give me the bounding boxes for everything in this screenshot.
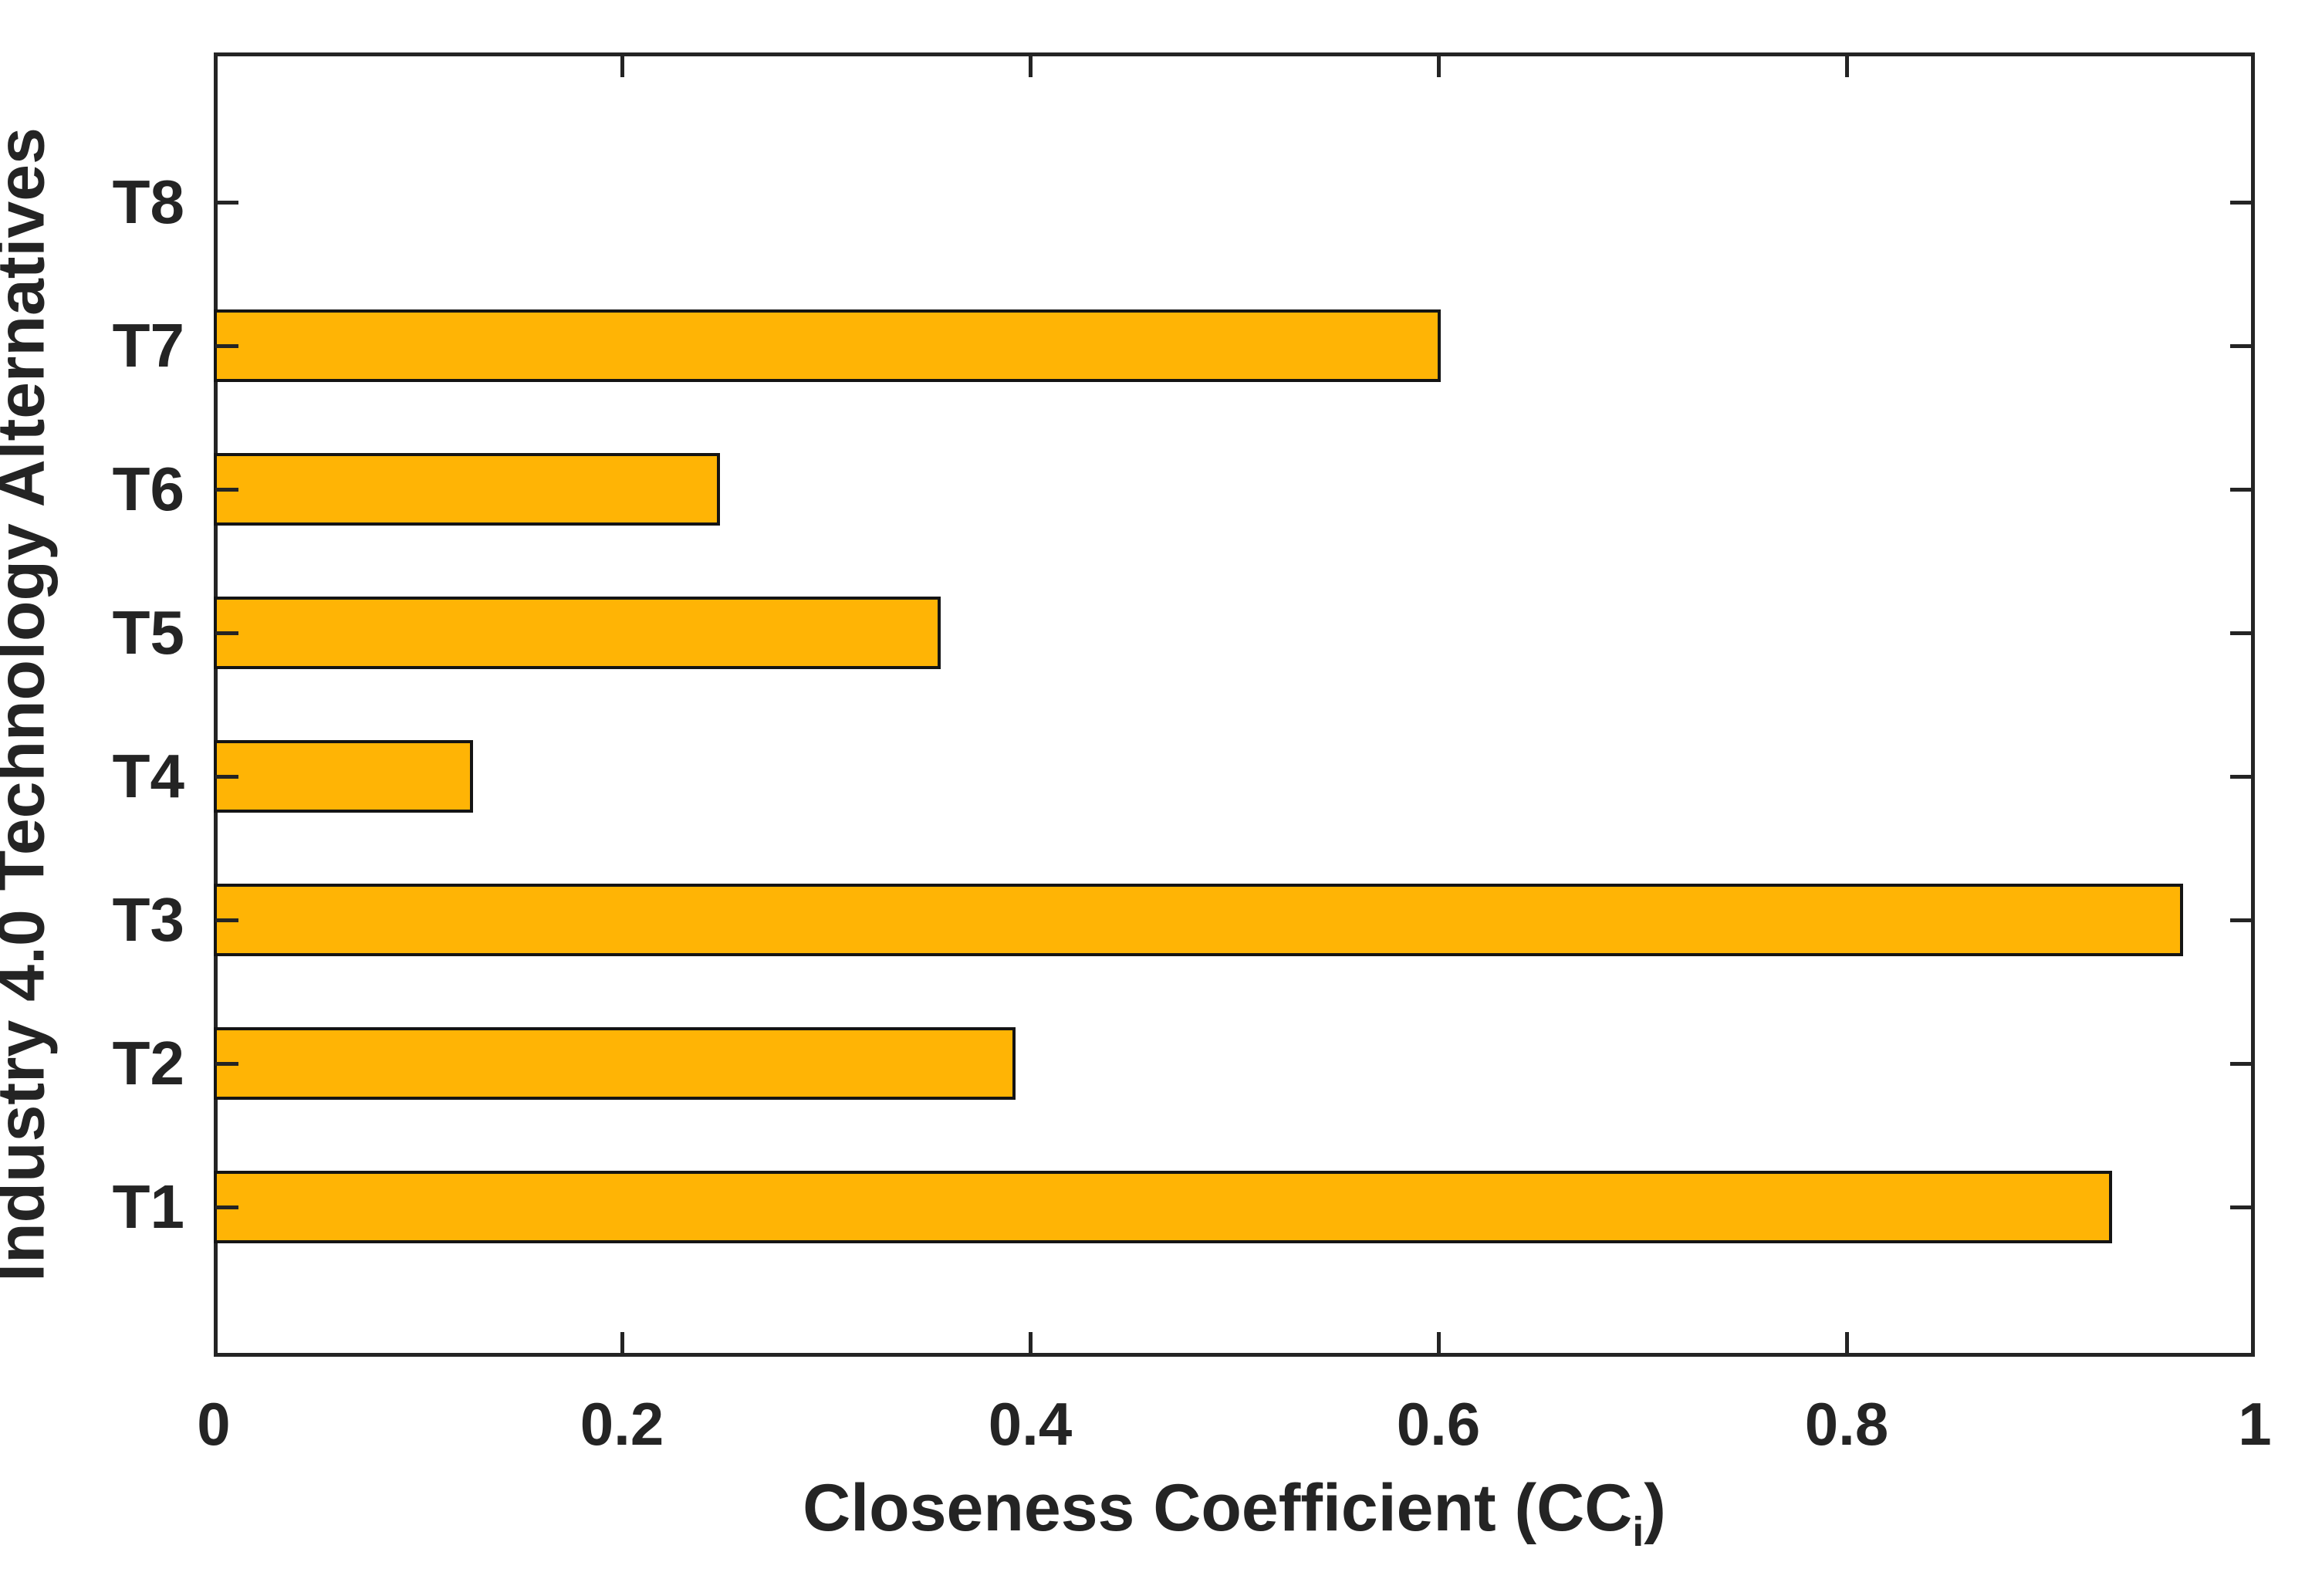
y-tick-mark-right-T3 — [2230, 918, 2253, 922]
y-tick-mark-right-T7 — [2230, 343, 2253, 348]
y-tick-mark-left-T2 — [215, 1061, 238, 1066]
y-tick-label-T1: T1 — [112, 1172, 184, 1241]
x-tick-mark-bottom-0.6 — [1436, 1332, 1441, 1355]
y-tick-label-T2: T2 — [112, 1029, 184, 1097]
bar-T7 — [214, 309, 1441, 382]
x-axis-title-suffix: ) — [1644, 1471, 1666, 1545]
x-tick-mark-top-0.2 — [620, 54, 624, 77]
x-tick-label-0: 0 — [197, 1390, 231, 1458]
y-tick-mark-left-T1 — [215, 1205, 238, 1209]
x-tick-label-0.2: 0.2 — [580, 1390, 664, 1458]
x-axis-title: Closeness Coefficient (CCi) — [214, 1470, 2255, 1555]
bar-T4 — [214, 740, 473, 813]
y-axis-title: Industry 4.0 Technology Alternatives — [0, 127, 59, 1282]
x-axis-title-subscript: i — [1632, 1510, 1644, 1556]
y-tick-label-T6: T6 — [112, 455, 184, 523]
x-tick-mark-top-0.6 — [1436, 54, 1441, 77]
x-tick-mark-bottom-0.8 — [1844, 1332, 1849, 1355]
y-tick-label-T3: T3 — [112, 885, 184, 954]
y-tick-mark-right-T8 — [2230, 200, 2253, 205]
x-tick-mark-bottom-0.4 — [1028, 1332, 1033, 1355]
y-tick-mark-left-T6 — [215, 487, 238, 492]
x-tick-label-0.8: 0.8 — [1804, 1390, 1889, 1458]
y-tick-label-T4: T4 — [112, 742, 184, 810]
bar-T5 — [214, 597, 941, 669]
y-tick-mark-left-T7 — [215, 343, 238, 348]
x-tick-mark-top-0.8 — [1844, 54, 1849, 77]
x-axis-title-text: Closeness Coefficient (CC — [803, 1471, 1633, 1545]
x-tick-mark-bottom-0.2 — [620, 1332, 624, 1355]
y-tick-mark-left-T5 — [215, 631, 238, 635]
y-tick-mark-right-T1 — [2230, 1205, 2253, 1209]
x-tick-label-0.4: 0.4 — [988, 1390, 1073, 1458]
y-tick-mark-left-T8 — [215, 200, 238, 205]
x-tick-label-1: 1 — [2238, 1390, 2272, 1458]
y-tick-label-T5: T5 — [112, 598, 184, 667]
y-tick-mark-right-T6 — [2230, 487, 2253, 492]
x-tick-mark-top-0.4 — [1028, 54, 1033, 77]
bar-T3 — [214, 884, 2184, 956]
bar-T6 — [214, 453, 720, 526]
y-tick-mark-right-T4 — [2230, 774, 2253, 779]
y-tick-mark-right-T2 — [2230, 1061, 2253, 1066]
y-tick-mark-left-T3 — [215, 918, 238, 922]
plot-area — [214, 52, 2255, 1357]
bar-T1 — [214, 1171, 2112, 1243]
y-tick-label-T7: T7 — [112, 311, 184, 380]
bar-T2 — [214, 1027, 1016, 1100]
y-tick-mark-right-T5 — [2230, 631, 2253, 635]
x-tick-label-0.6: 0.6 — [1396, 1390, 1481, 1458]
y-tick-mark-left-T4 — [215, 774, 238, 779]
y-tick-label-T8: T8 — [112, 167, 184, 236]
